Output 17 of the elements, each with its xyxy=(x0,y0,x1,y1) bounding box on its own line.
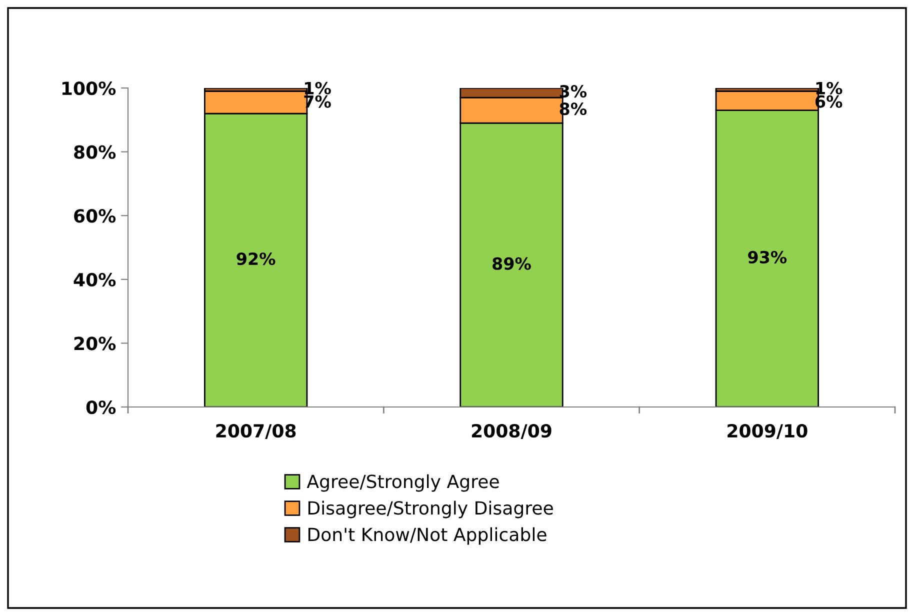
y-tick-label: 100% xyxy=(62,81,116,96)
x-tick-label: 2009/10 xyxy=(728,424,808,440)
data-label: 1% xyxy=(816,82,842,94)
data-label: 89% xyxy=(492,257,531,270)
x-tick-label: 2007/08 xyxy=(216,424,296,440)
legend-label: Disagree/Strongly Disagree xyxy=(308,500,553,518)
data-label: 93% xyxy=(748,250,787,264)
y-tick-label: 40% xyxy=(74,272,116,287)
y-tick-label: 80% xyxy=(74,145,116,159)
y-tick-label: 20% xyxy=(74,336,116,350)
legend-label: Don't Know/Not Applicable xyxy=(308,527,546,545)
data-label: 92% xyxy=(236,252,276,266)
y-tick-label: 0% xyxy=(86,400,116,414)
data-label: 1% xyxy=(305,82,331,94)
y-tick-label: 60% xyxy=(74,209,116,223)
legend-label: Agree/Strongly Agree xyxy=(306,474,499,492)
x-tick-label: 2008/09 xyxy=(472,424,552,440)
